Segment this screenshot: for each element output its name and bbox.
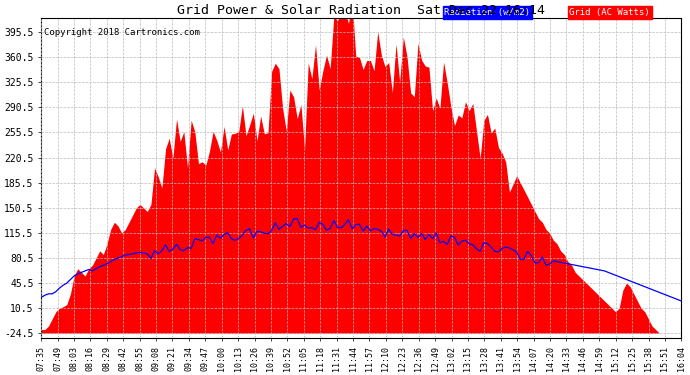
Text: Radiation (w/m2): Radiation (w/m2): [444, 8, 531, 17]
Title: Grid Power & Solar Radiation  Sat Dec 22 16:14: Grid Power & Solar Radiation Sat Dec 22 …: [177, 4, 545, 17]
Text: Grid (AC Watts): Grid (AC Watts): [569, 8, 650, 17]
Text: Copyright 2018 Cartronics.com: Copyright 2018 Cartronics.com: [44, 28, 200, 37]
